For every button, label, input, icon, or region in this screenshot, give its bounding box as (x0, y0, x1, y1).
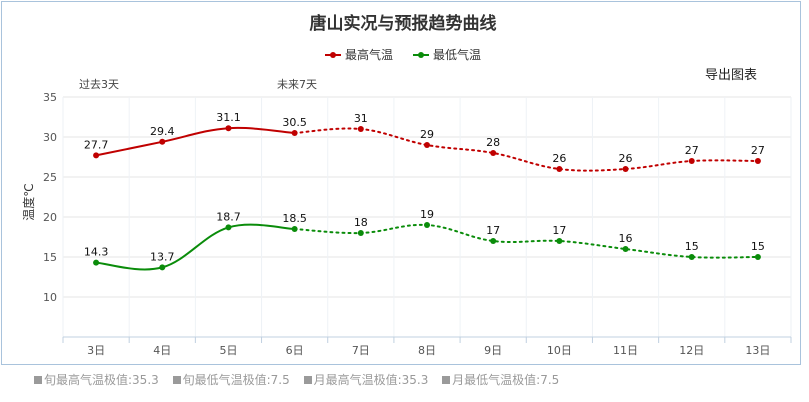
data-label: 14.3 (84, 246, 109, 259)
legend-swatch-dot (418, 52, 424, 58)
x-tick-label: 12日 (679, 344, 704, 357)
data-label: 28 (486, 136, 500, 149)
data-label: 27 (751, 144, 765, 157)
x-tick-label: 6日 (286, 344, 304, 357)
data-point (424, 142, 430, 148)
data-point (291, 226, 298, 232)
x-tick-label: 8日 (418, 344, 436, 357)
footer-stat: 月最低气温极值:7.5 (442, 373, 559, 387)
data-label: 30.5 (282, 116, 307, 129)
legend-item-label: 最低气温 (433, 47, 481, 62)
data-label: 31.1 (216, 111, 241, 124)
y-tick-label: 15 (43, 251, 57, 264)
y-tick-label: 35 (43, 91, 57, 104)
series-line-past (95, 223, 295, 271)
data-label: 15 (685, 240, 699, 253)
data-point (357, 126, 364, 132)
data-label: 26 (552, 152, 566, 165)
series-line-past (95, 126, 295, 157)
footer-stat-text: 月最低气温极值:7.5 (452, 373, 560, 387)
data-label: 15 (751, 240, 765, 253)
data-point (556, 166, 563, 172)
data-point (357, 230, 364, 236)
footer-stat-text: 月最高气温极值:35.3 (313, 373, 429, 387)
export-chart-button[interactable]: 导出图表 (705, 68, 757, 83)
data-point (291, 130, 298, 136)
data-label: 26 (619, 152, 633, 165)
data-label: 17 (486, 224, 500, 237)
data-label: 18 (354, 216, 368, 229)
data-label: 31 (354, 112, 368, 125)
footer-stat: 旬最高气温极值:35.3 (34, 373, 159, 387)
data-label: 18.5 (282, 212, 307, 225)
series-line-forecast (293, 223, 759, 259)
square-icon (172, 376, 181, 384)
y-tick-label: 30 (43, 131, 57, 144)
footer-stat-text: 旬最高气温极值:35.3 (44, 373, 159, 387)
y-tick-label: 25 (43, 171, 57, 184)
chart-title: 唐山实况与预报趋势曲线 (310, 13, 497, 34)
y-axis-ticks: 10 15 20 25 30 35 (43, 91, 57, 304)
data-label: 17 (552, 224, 566, 237)
data-label: 19 (420, 208, 434, 221)
data-point (159, 138, 166, 145)
data-point (490, 238, 497, 244)
data-label: 27.7 (84, 138, 109, 151)
series-line-forecast (293, 127, 759, 172)
legend-item-label: 最高气温 (345, 47, 393, 62)
data-point (622, 166, 629, 172)
x-tick-label: 9日 (484, 344, 502, 357)
data-point (754, 158, 761, 164)
past-days-note: 过去3天 (79, 78, 119, 91)
x-tick-label: 5日 (219, 344, 237, 357)
x-tick-label: 4日 (153, 344, 171, 357)
data-label: 27 (685, 144, 699, 157)
data-label: 18.7 (216, 210, 241, 223)
footer-stat: 旬最低气温极值:7.5 (172, 373, 290, 387)
footer-stats: 旬最高气温极值:35.3 旬最低气温极值:7.5 月最高气温极值:35.3 月最… (34, 371, 569, 388)
data-point (93, 259, 100, 266)
legend[interactable]: 最高气温 最低气温 (325, 47, 481, 62)
temperature-chart: 唐山实况与预报趋势曲线 最高气温 最低气温 过去3天 未来7天 导出图表 温度℃ … (21, 13, 792, 357)
square-icon (442, 376, 451, 384)
x-tick-label: 13日 (745, 344, 770, 357)
data-point (159, 264, 166, 271)
x-tick-label: 3日 (87, 344, 105, 357)
data-point (490, 150, 497, 156)
data-label: 16 (619, 232, 633, 245)
data-label: 29 (420, 128, 434, 141)
data-point (688, 254, 695, 260)
data-label: 13.7 (150, 250, 175, 263)
grid (62, 96, 792, 337)
square-icon (303, 376, 312, 384)
future-days-note: 未来7天 (277, 78, 317, 91)
y-tick-label: 10 (43, 291, 57, 304)
data-label: 29.4 (150, 125, 175, 138)
x-tick-label: 7日 (352, 344, 370, 357)
series-group: 27.7 29.4 31.1 30.5 31 29 28 26 26 27 27 14.3 13.7 18… (84, 111, 765, 271)
y-tick-label: 20 (43, 211, 57, 224)
data-point (754, 254, 761, 260)
square-icon (34, 376, 42, 384)
data-point (93, 152, 100, 159)
y-axis-label: 温度℃ (21, 183, 36, 220)
footer-stat: 月最高气温极值:35.3 (303, 373, 429, 387)
data-point (688, 158, 695, 164)
footer-stat-text: 旬最低气温极值:7.5 (182, 373, 290, 387)
data-point (424, 222, 430, 228)
data-point (622, 246, 629, 252)
data-point (225, 125, 232, 132)
x-axis: 3日 4日 5日 6日 7日 8日 9日 10日 11日 12日 13日 (62, 336, 792, 357)
chart-frame: 唐山实况与预报趋势曲线 最高气温 最低气温 过去3天 未来7天 导出图表 温度℃ … (1, 1, 801, 365)
data-point (225, 224, 232, 231)
x-tick-label: 11日 (613, 344, 638, 357)
data-point (556, 238, 563, 244)
legend-swatch-dot (330, 52, 336, 58)
x-tick-label: 10日 (547, 344, 572, 357)
